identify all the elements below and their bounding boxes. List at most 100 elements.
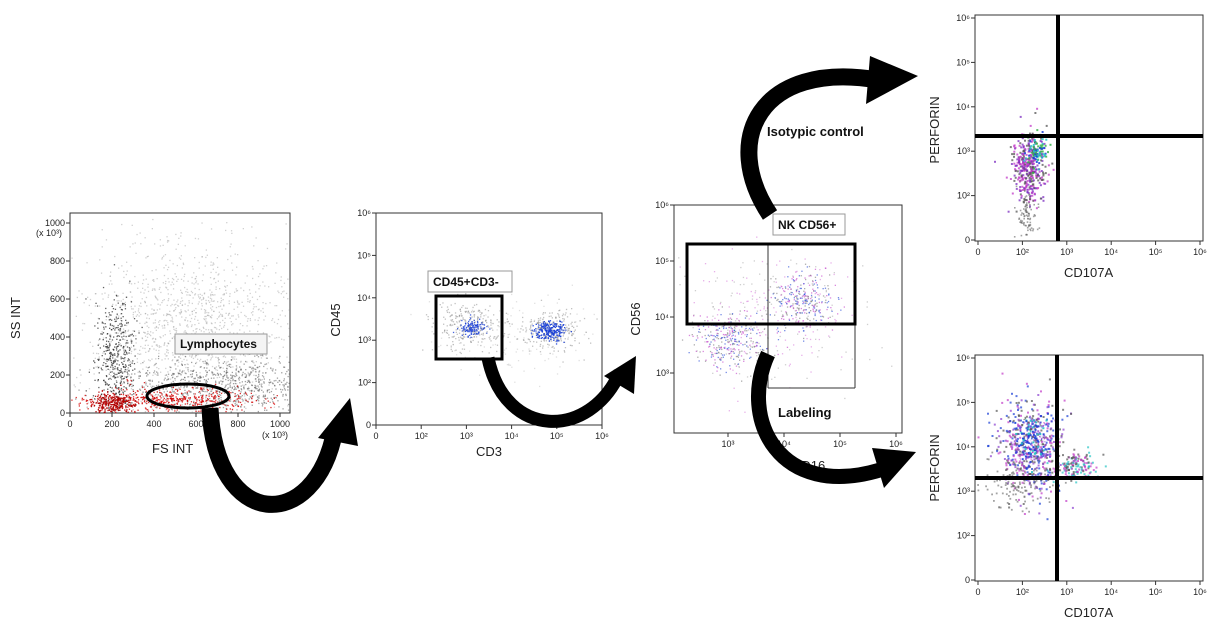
event-dot xyxy=(571,345,573,347)
event-dot xyxy=(804,263,807,265)
event-dot xyxy=(97,327,99,329)
event-dot xyxy=(167,400,169,402)
event-dot xyxy=(118,350,120,352)
event-dot xyxy=(789,284,792,286)
event-dot xyxy=(214,395,216,397)
event-dot xyxy=(163,401,165,403)
event-dot xyxy=(134,403,136,405)
event-dot xyxy=(223,269,225,271)
event-dot xyxy=(716,347,718,349)
event-dot xyxy=(97,317,99,320)
event-dot xyxy=(208,395,210,397)
event-dot xyxy=(806,302,808,304)
event-dot xyxy=(713,344,715,346)
event-dot xyxy=(212,264,214,266)
event-dot xyxy=(159,407,161,409)
event-dot xyxy=(704,360,707,362)
event-dot xyxy=(116,407,118,409)
event-dot xyxy=(213,397,215,400)
event-dot xyxy=(186,400,188,402)
event-dot xyxy=(130,301,133,303)
event-dot xyxy=(128,352,130,354)
event-dot xyxy=(123,382,125,384)
event-dot xyxy=(227,379,229,382)
event-dot xyxy=(793,344,795,346)
event-dot xyxy=(124,409,126,411)
event-dot xyxy=(509,364,512,366)
event-dot xyxy=(117,398,119,400)
event-dot xyxy=(86,262,88,264)
event-dot xyxy=(123,276,125,279)
event-dot xyxy=(105,396,107,399)
event-dot xyxy=(266,409,268,411)
event-dot xyxy=(456,326,458,328)
event-dot xyxy=(827,317,829,319)
event-dot xyxy=(728,334,730,337)
event-dot xyxy=(238,396,240,399)
event-dot xyxy=(816,329,819,331)
event-dot xyxy=(237,301,239,303)
event-dot xyxy=(547,325,550,327)
event-dot xyxy=(126,270,128,272)
event-dot xyxy=(121,223,123,226)
event-dot xyxy=(83,323,86,325)
event-dot xyxy=(128,364,130,366)
event-dot xyxy=(212,262,214,264)
event-dot xyxy=(506,321,508,323)
event-dot xyxy=(755,352,757,354)
event-dot xyxy=(454,350,456,352)
event-dot xyxy=(206,311,208,314)
event-dot xyxy=(549,330,551,332)
event-dot xyxy=(472,333,474,335)
event-dot xyxy=(273,394,275,396)
event-dot xyxy=(259,383,261,385)
event-dot xyxy=(210,298,213,300)
event-dot xyxy=(111,363,113,365)
event-dot xyxy=(196,328,198,330)
event-dot xyxy=(279,355,281,358)
event-dot xyxy=(763,349,765,351)
event-dot xyxy=(524,341,526,343)
event-dot xyxy=(160,401,162,403)
event-dot xyxy=(275,369,277,371)
event-dot xyxy=(202,376,204,378)
scatter-dots xyxy=(678,229,893,413)
event-dot xyxy=(539,317,542,319)
event-dot xyxy=(124,308,127,310)
event-dot xyxy=(201,396,203,398)
event-dot xyxy=(134,400,136,402)
event-dot xyxy=(255,387,257,389)
event-dot xyxy=(181,292,183,294)
event-dot xyxy=(721,354,724,356)
event-dot xyxy=(525,329,528,331)
event-dot xyxy=(101,409,103,411)
event-dot xyxy=(142,397,144,399)
event-dot xyxy=(134,405,136,407)
event-dot xyxy=(193,400,195,403)
event-dot xyxy=(190,370,192,372)
event-dot xyxy=(490,320,492,322)
event-dot xyxy=(127,375,129,377)
event-dot xyxy=(206,374,208,376)
event-dot xyxy=(175,303,177,305)
event-dot xyxy=(266,357,268,359)
event-dot xyxy=(252,277,254,280)
event-dot xyxy=(213,277,216,280)
event-dot xyxy=(225,404,227,406)
event-dot xyxy=(785,311,787,313)
event-dot xyxy=(207,378,209,380)
event-dot xyxy=(140,353,142,355)
event-dot xyxy=(735,338,737,341)
event-dot xyxy=(223,375,225,377)
event-dot xyxy=(129,393,131,395)
event-dot xyxy=(191,276,193,279)
event-dot xyxy=(154,395,156,397)
event-dot xyxy=(144,301,146,303)
event-dot xyxy=(556,336,559,338)
event-dot xyxy=(715,280,717,282)
event-dot xyxy=(781,353,784,355)
event-dot xyxy=(194,257,196,259)
event-dot xyxy=(808,284,811,286)
event-dot xyxy=(98,366,100,368)
